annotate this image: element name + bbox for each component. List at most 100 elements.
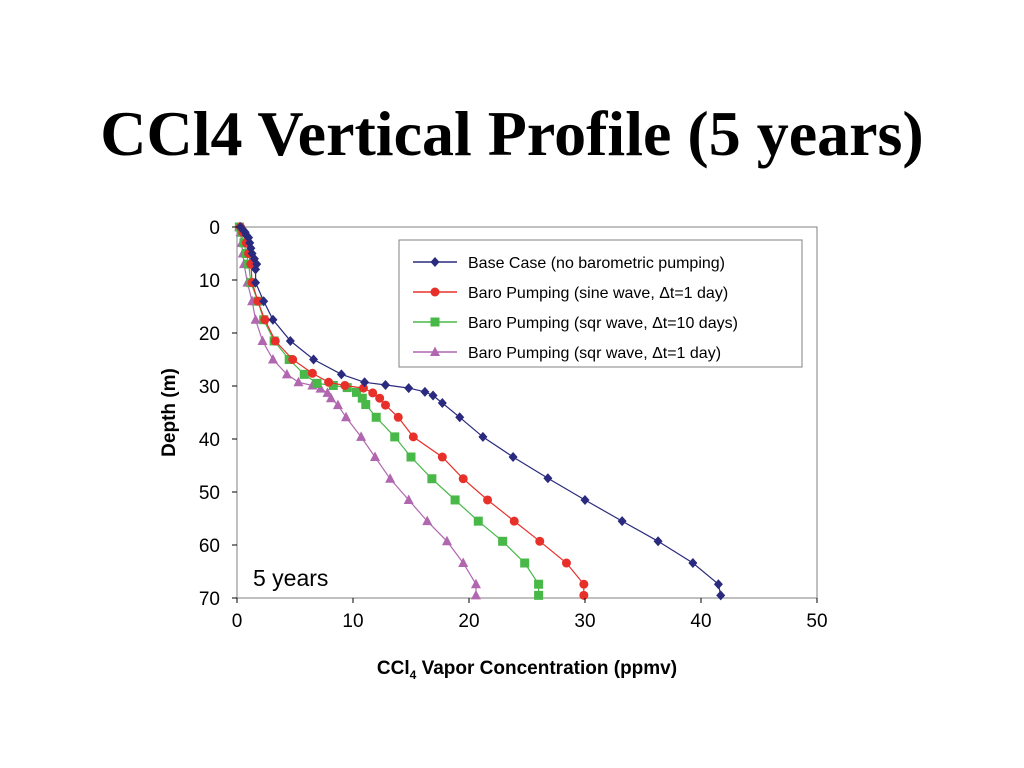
legend-marker (430, 317, 440, 327)
data-point (288, 355, 298, 364)
data-point (403, 494, 414, 504)
data-point (259, 296, 269, 307)
legend-label: Baro Pumping (sqr wave, Δt=10 days) (468, 315, 738, 332)
data-point (260, 315, 270, 325)
data-point (428, 390, 438, 401)
legend-item-sine-1day: Baro Pumping (sine wave, Δt=1 day) (413, 285, 728, 302)
data-point (617, 516, 627, 527)
data-point (299, 369, 309, 379)
y-tick-label: 50 (199, 483, 220, 504)
data-point (251, 264, 261, 275)
slide-title: CCl4 Vertical Profile (5 years) (100, 98, 924, 169)
data-point (470, 578, 481, 589)
data-point (380, 379, 390, 390)
data-point (458, 474, 468, 484)
legend-label: Baro Pumping (sine wave, Δt=1 day) (468, 285, 728, 302)
legend-label: Base Case (no barometric pumping) (468, 255, 725, 272)
data-point (312, 378, 322, 388)
data-point (253, 296, 263, 306)
time-annotation: 5 years (253, 565, 328, 591)
data-point (270, 336, 280, 346)
legend-marker (430, 257, 440, 267)
data-point (360, 377, 370, 388)
data-point (341, 411, 352, 422)
data-point (653, 536, 663, 547)
data-point (404, 383, 414, 394)
data-point (498, 536, 508, 546)
data-point (285, 335, 295, 346)
data-point (368, 388, 378, 398)
data-point (325, 392, 336, 403)
data-point (293, 376, 304, 387)
data-point (309, 354, 319, 365)
data-point (281, 368, 292, 379)
data-point (713, 579, 723, 590)
legend: Base Case (no barometric pumping) Baro Pu… (398, 239, 803, 368)
x-tick-label: 0 (232, 611, 243, 632)
data-point (385, 473, 396, 483)
legend-item-sqr-1day: Baro Pumping (sqr wave, Δt=1 day) (413, 345, 721, 362)
y-tick-label: 20 (199, 324, 220, 345)
series-layer (234, 221, 726, 601)
data-point (268, 314, 278, 325)
x-axis-title-rest: Vapor Concentration (ppmv) (416, 658, 677, 679)
legend-box (398, 239, 803, 368)
x-tick-label: 40 (690, 611, 711, 632)
x-tick-label: 10 (342, 611, 363, 632)
x-tick-label: 30 (574, 611, 595, 632)
data-point (473, 516, 483, 526)
data-point (535, 536, 545, 546)
data-point (380, 400, 390, 410)
data-point (509, 516, 519, 526)
data-point (534, 579, 544, 589)
legend-item-base-case: Base Case (no barometric pumping) (413, 255, 725, 272)
data-point (257, 335, 268, 345)
y-tick-label: 60 (199, 536, 220, 557)
data-point (390, 432, 400, 442)
data-point (370, 451, 381, 462)
data-point (267, 354, 278, 364)
data-point (520, 558, 530, 568)
legend-marker (430, 346, 440, 356)
data-point (375, 393, 385, 403)
data-point (357, 393, 367, 403)
data-point (437, 397, 447, 408)
data-point (579, 590, 589, 600)
data-point (332, 399, 343, 410)
data-point (356, 431, 367, 441)
data-point (483, 495, 493, 505)
data-point (420, 386, 430, 397)
plot-area (236, 226, 818, 599)
legend-label: Baro Pumping (sqr wave, Δt=1 day) (468, 345, 721, 362)
y-axis-title: Depth (m) (159, 368, 180, 457)
y-tick-label: 70 (199, 589, 220, 610)
y-tick-label: 30 (199, 377, 220, 398)
legend-item-sqr-10day: Baro Pumping (sqr wave, Δt=10 days) (413, 315, 738, 332)
data-point (422, 515, 433, 526)
data-point (251, 277, 261, 288)
data-point (470, 589, 481, 600)
series-base-case (235, 222, 726, 601)
data-point (543, 473, 553, 484)
data-point (340, 380, 350, 390)
data-point (716, 590, 726, 601)
data-point (393, 412, 403, 422)
data-point (478, 431, 488, 442)
data-point (328, 380, 338, 390)
y-tick-label: 10 (199, 271, 220, 292)
data-point (458, 557, 469, 568)
x-axis-title: CCl4 Vapor Concentration (ppmv) (377, 658, 677, 682)
x-axis-title-main: CCl (377, 658, 410, 679)
y-tick-label: 0 (209, 218, 220, 239)
data-point (361, 400, 371, 410)
data-point (324, 377, 334, 387)
data-point (450, 495, 460, 505)
data-point (455, 412, 465, 423)
data-point (579, 579, 589, 589)
x-axis-title-subscript: 4 (410, 668, 417, 682)
legend-marker (430, 287, 440, 297)
data-point (315, 383, 326, 393)
data-point (408, 432, 418, 442)
data-point (250, 314, 261, 324)
